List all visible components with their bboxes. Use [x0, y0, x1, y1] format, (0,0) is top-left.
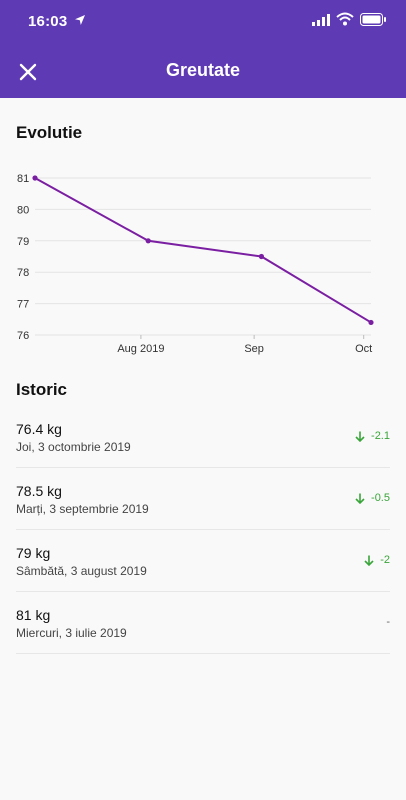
history-row[interactable]: 79 kg Sâmbătă, 3 august 2019 -2 — [16, 530, 390, 592]
arrow-down-icon — [364, 555, 374, 566]
history-delta: -0.5 — [355, 492, 390, 504]
history-delta-value: - — [386, 616, 390, 628]
weight-series-line — [34, 177, 372, 324]
history-weight: 78.5 kg — [16, 483, 62, 499]
history-delta: - — [386, 616, 390, 628]
y-tick-label: 77 — [17, 299, 29, 311]
location-arrow-icon — [75, 15, 85, 25]
history-delta-value: -2 — [380, 554, 390, 566]
weight-chart: 81 80 79 78 77 76 Aug 2019 Sep Oct — [17, 173, 374, 355]
close-button[interactable] — [16, 60, 40, 84]
history-date: Marți, 3 septembrie 2019 — [16, 502, 149, 516]
history-weight: 79 kg — [16, 545, 51, 561]
history-delta: -2 — [364, 554, 390, 566]
history-row[interactable]: 81 kg Miercuri, 3 iulie 2019 - — [16, 592, 390, 654]
history-date: Miercuri, 3 iulie 2019 — [16, 626, 127, 640]
page-title: Greutate — [165, 60, 241, 80]
x-tick-label: Sep — [244, 343, 264, 355]
arrow-down-icon — [355, 493, 365, 504]
history-weight: 81 kg — [16, 607, 51, 623]
y-tick-label: 80 — [17, 204, 29, 216]
history-delta-value: -2.1 — [371, 430, 390, 442]
history-weight: 76.4 kg — [16, 421, 62, 437]
weight-data-point — [145, 238, 151, 244]
x-tick-label: Aug 2019 — [117, 343, 164, 355]
y-tick-label: 81 — [17, 173, 29, 185]
y-tick-label: 79 — [17, 236, 29, 248]
history-date: Joi, 3 octombrie 2019 — [16, 440, 131, 454]
weight-data-point — [258, 253, 265, 260]
history-row[interactable]: 78.5 kg Marți, 3 septembrie 2019 -0.5 — [16, 468, 390, 530]
history-delta-value: -0.5 — [371, 492, 390, 504]
history-date: Sâmbătă, 3 august 2019 — [16, 564, 147, 578]
y-tick-label: 76 — [17, 330, 29, 342]
battery-icon — [360, 13, 386, 26]
wifi-icon — [336, 12, 354, 26]
arrow-down-icon — [355, 431, 365, 442]
history-title: Istoric — [16, 380, 68, 399]
history-row[interactable]: 76.4 kg Joi, 3 octombrie 2019 -2.1 — [16, 406, 390, 468]
x-tick-label: Oct — [355, 343, 372, 355]
history-delta: -2.1 — [355, 430, 390, 442]
history-list: 76.4 kg Joi, 3 octombrie 2019 -2.1 78.5 kg M… — [16, 406, 390, 654]
status-time: 16:03 — [28, 13, 68, 30]
cellular-signal-icon — [312, 14, 330, 26]
app-header: 16:03 Greutate — [0, 0, 406, 98]
evolution-title: Evolutie — [16, 123, 83, 142]
weight-data-point — [368, 319, 374, 326]
y-tick-label: 78 — [17, 267, 29, 279]
weight-data-point — [32, 175, 38, 181]
